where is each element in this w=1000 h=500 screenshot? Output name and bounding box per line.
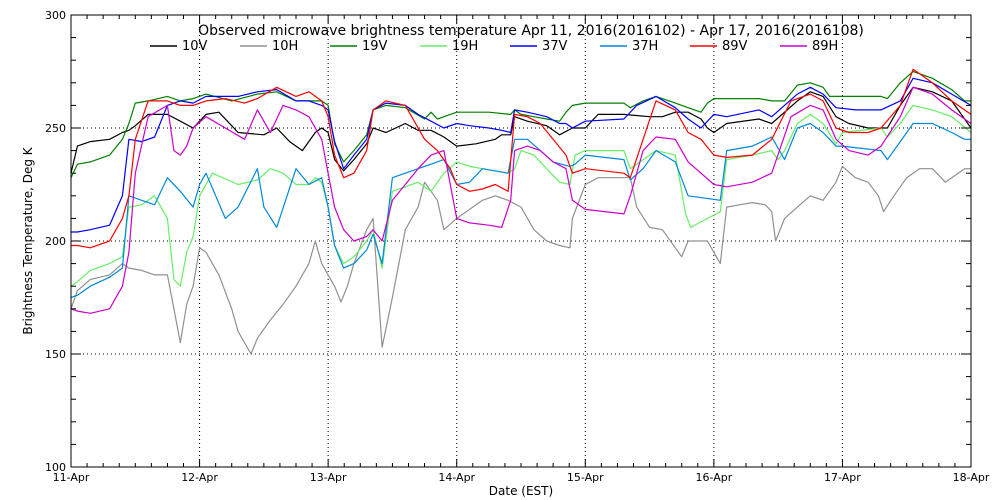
y-tick-label: 250 (45, 122, 66, 135)
series-line-37v (71, 77, 972, 233)
legend-label: 89V (722, 39, 748, 54)
x-tick-label: 11-Apr (53, 471, 90, 484)
y-tick-label: 200 (45, 235, 66, 248)
legend: 10V 10H 19V 19H 37V 37H 89V 89H (150, 39, 838, 54)
legend-label: 37V (542, 39, 568, 54)
y-tick-labels: 100 150 200 250 300 (45, 9, 66, 474)
x-tick-label: 12-Apr (181, 471, 218, 484)
y-tick-label: 150 (45, 348, 66, 361)
legend-label: 37H (632, 39, 658, 54)
legend-label: 89H (812, 39, 838, 54)
legend-label: 19H (452, 39, 478, 54)
legend-label: 10V (182, 39, 208, 54)
series-group (70, 68, 972, 355)
x-tick-label: 15-Apr (567, 471, 604, 484)
x-tick-label: 18-Apr (953, 471, 990, 484)
x-tick-label: 13-Apr (310, 471, 347, 484)
x-tick-label: 14-Apr (438, 471, 475, 484)
axis-ticks (70, 14, 972, 468)
x-tick-label: 16-Apr (695, 471, 732, 484)
grid-lines (71, 15, 971, 467)
series-line-37h (70, 122, 971, 299)
y-tick-label: 300 (45, 9, 66, 22)
series-line-89h (70, 86, 972, 314)
series-line-19h (70, 104, 972, 287)
series-line-10h (70, 165, 971, 355)
series-line-89v (71, 68, 972, 249)
x-tick-labels: 11-Apr 12-Apr 13-Apr 14-Apr 15-Apr 16-Apr 17-A… (53, 471, 990, 484)
series-line-10v (70, 86, 972, 174)
legend-label: 19V (362, 39, 388, 54)
x-tick-label: 17-Apr (824, 471, 861, 484)
y-axis-label: Brightness Temperature, Deg K (21, 146, 35, 334)
y-tick-label: 100 (45, 461, 66, 474)
legend-label: 10H (272, 39, 298, 54)
series-line-19v (70, 70, 971, 178)
x-axis-label: Date (EST) (489, 484, 553, 498)
chart-title: Observed microwave brightness temperatur… (198, 23, 864, 39)
